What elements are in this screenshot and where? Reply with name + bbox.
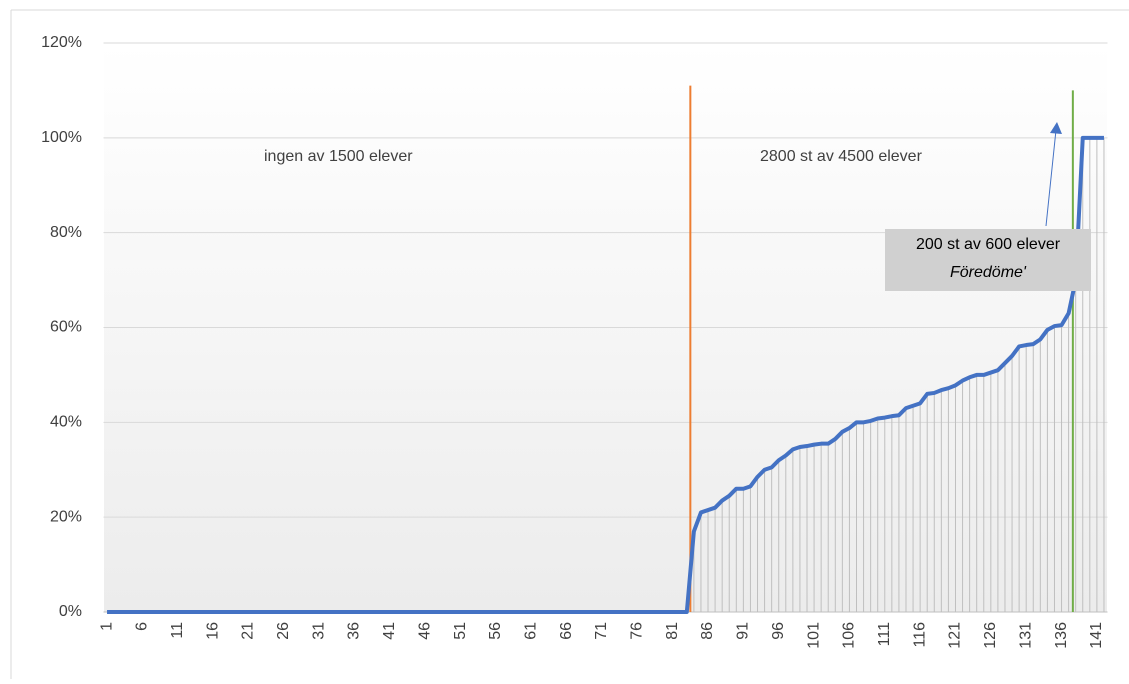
x-tick-label: 21 xyxy=(240,622,257,640)
y-tick-label: 20% xyxy=(50,508,82,525)
x-tick-label: 36 xyxy=(346,622,363,640)
y-tick-label: 40% xyxy=(50,414,82,431)
x-tick-label: 141 xyxy=(1088,622,1105,649)
annotation-arrowhead xyxy=(1050,122,1062,134)
x-tick-label: 106 xyxy=(841,622,858,649)
x-tick-label: 31 xyxy=(310,622,327,640)
x-tick-label: 96 xyxy=(770,622,787,640)
x-tick-label: 131 xyxy=(1017,622,1034,649)
x-tick-label: 16 xyxy=(204,622,221,640)
x-tick-label: 11 xyxy=(169,622,186,639)
y-tick-label: 80% xyxy=(50,224,82,241)
x-tick-label: 91 xyxy=(735,622,752,640)
x-tick-label: 111 xyxy=(876,622,893,646)
y-tick-label: 60% xyxy=(50,319,82,336)
x-tick-label: 6 xyxy=(134,622,151,631)
x-tick-label: 116 xyxy=(911,622,928,648)
x-tick-label: 121 xyxy=(947,622,964,649)
annotation: Föredöme' xyxy=(950,264,1027,281)
x-tick-label: 126 xyxy=(982,622,999,649)
x-tick-label: 26 xyxy=(275,622,292,640)
x-tick-label: 71 xyxy=(593,622,610,640)
y-tick-label: 120% xyxy=(41,34,82,51)
x-tick-label: 1 xyxy=(98,622,115,631)
x-tick-label: 41 xyxy=(381,622,398,640)
annotation: 2800 st av 4500 elever xyxy=(760,148,923,165)
annotation-arrow xyxy=(1045,129,1057,227)
y-tick-label: 100% xyxy=(41,129,82,146)
annotation: 200 st av 600 elever xyxy=(916,236,1061,253)
x-tick-label: 101 xyxy=(805,622,822,649)
x-tick-label: 81 xyxy=(664,622,681,640)
x-tick-label: 66 xyxy=(558,622,575,640)
annotation-box xyxy=(885,229,1091,291)
y-tick-label: 0% xyxy=(59,603,82,620)
annotation: ingen av 1500 elever xyxy=(264,148,413,165)
x-tick-label: 76 xyxy=(629,622,646,640)
data-line xyxy=(107,135,1104,614)
x-tick-label: 61 xyxy=(522,622,539,640)
x-tick-label: 86 xyxy=(699,622,716,640)
x-tick-label: 46 xyxy=(416,622,433,640)
x-tick-label: 51 xyxy=(452,622,469,640)
x-tick-label: 136 xyxy=(1053,622,1070,649)
x-tick-label: 56 xyxy=(487,622,504,640)
